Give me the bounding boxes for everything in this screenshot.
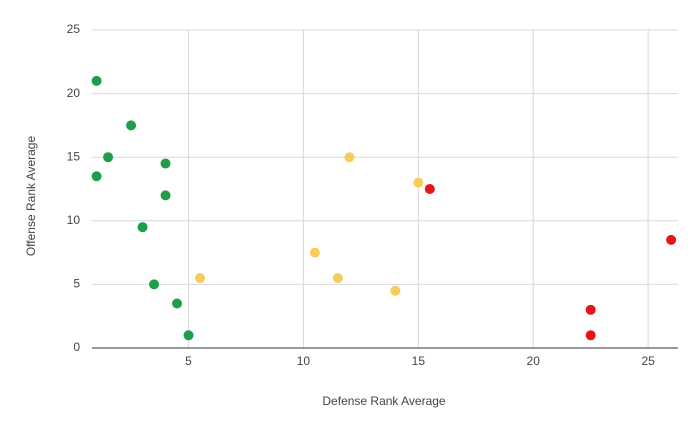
y-tick-label: 0 [73,340,80,354]
x-tick-label: 25 [641,354,655,368]
y-tick-label: 20 [67,86,81,100]
point [195,273,206,284]
point [160,190,171,201]
point [585,304,596,315]
point [160,158,171,169]
point [413,177,424,188]
x-tick-label: 15 [412,354,426,368]
point [666,234,677,245]
x-tick-label: 10 [297,354,311,368]
point [126,120,137,131]
point [183,330,194,341]
point [309,247,320,258]
x-axis-title: Defense Rank Average [322,394,446,408]
y-tick-label: 25 [67,22,81,36]
x-tick-label: 20 [527,354,541,368]
point [390,285,401,296]
point [91,75,102,86]
y-tick-label: 5 [73,277,80,291]
point [585,330,596,341]
point [137,222,148,233]
point [332,273,343,284]
point [91,171,102,182]
point [172,298,183,309]
point [103,152,114,163]
y-axis-title: Offense Rank Average [24,136,38,257]
point [424,184,435,194]
point [344,152,355,163]
x-tick-label: 5 [185,354,192,368]
point [149,279,160,290]
y-tick-label: 10 [67,213,81,227]
y-tick-label: 15 [67,149,81,163]
